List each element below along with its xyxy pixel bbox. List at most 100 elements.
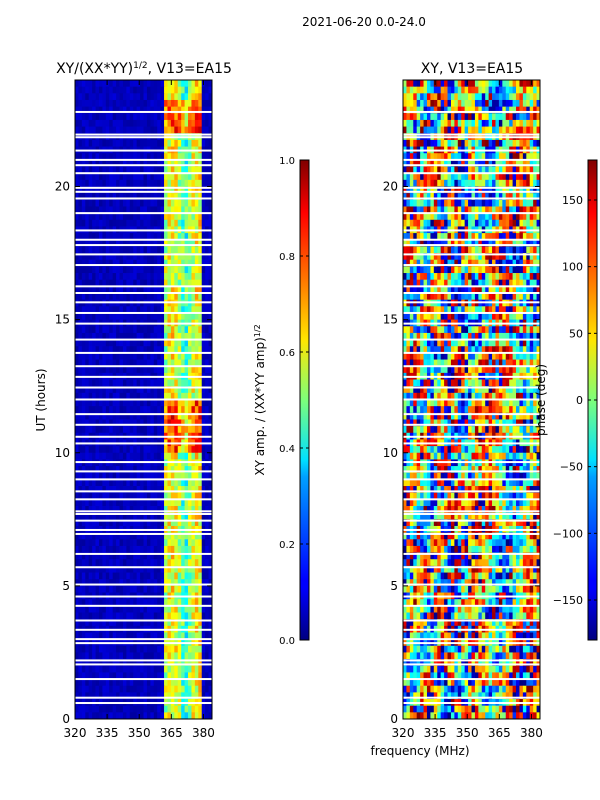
heatmap-cell bbox=[181, 645, 185, 653]
heatmap-cell bbox=[95, 712, 100, 719]
heatmap-cell bbox=[119, 80, 124, 88]
heatmap-cell bbox=[181, 279, 185, 287]
heatmap-cell bbox=[75, 492, 79, 500]
heatmap-cell bbox=[406, 246, 411, 254]
heatmap-cell bbox=[105, 452, 110, 460]
flagged-row bbox=[75, 365, 212, 368]
heatmap-cell bbox=[413, 93, 418, 101]
heatmap-cell bbox=[153, 346, 158, 354]
heatmap-cell bbox=[488, 219, 493, 227]
heatmap-cell bbox=[119, 545, 124, 553]
heatmap-cell bbox=[116, 332, 120, 340]
heatmap-cell bbox=[444, 106, 448, 114]
heatmap-cell bbox=[150, 466, 155, 474]
heatmap-cell bbox=[502, 199, 507, 207]
heatmap-cell bbox=[174, 259, 179, 267]
heatmap-cell bbox=[143, 359, 148, 367]
heatmap-cell bbox=[170, 559, 175, 567]
heatmap-cell bbox=[116, 386, 120, 394]
heatmap-cell bbox=[433, 193, 438, 201]
heatmap-cell bbox=[160, 246, 165, 254]
heatmap-cell bbox=[529, 213, 534, 221]
heatmap-cell bbox=[208, 512, 212, 520]
heatmap-cell bbox=[78, 386, 83, 394]
heatmap-cell bbox=[88, 359, 93, 367]
heatmap-cell bbox=[181, 119, 185, 127]
heatmap-cell bbox=[184, 612, 189, 620]
heatmap-cell bbox=[109, 619, 114, 627]
heatmap-cell bbox=[170, 612, 175, 620]
heatmap-cell bbox=[208, 273, 212, 281]
heatmap-cell bbox=[509, 166, 513, 174]
heatmap-cell bbox=[150, 286, 155, 294]
heatmap-cell bbox=[95, 672, 100, 680]
heatmap-cell bbox=[119, 679, 124, 687]
heatmap-cell bbox=[177, 306, 182, 314]
heatmap-cell bbox=[498, 233, 503, 241]
heatmap-cell bbox=[471, 233, 476, 241]
heatmap-cell bbox=[533, 86, 537, 94]
heatmap-cell bbox=[75, 486, 79, 494]
heatmap-cell bbox=[403, 126, 407, 134]
heatmap-cell bbox=[81, 366, 86, 374]
heatmap-cell bbox=[146, 99, 151, 108]
heatmap-cell bbox=[92, 512, 96, 520]
heatmap-cell bbox=[444, 159, 448, 167]
heatmap-cell bbox=[505, 126, 510, 134]
heatmap-cell bbox=[85, 579, 90, 587]
heatmap-cell bbox=[109, 406, 114, 414]
heatmap-cell bbox=[140, 446, 144, 454]
heatmap-cell bbox=[205, 219, 209, 227]
heatmap-cell bbox=[136, 119, 141, 127]
heatmap-cell bbox=[116, 219, 120, 227]
heatmap-cell bbox=[430, 206, 435, 214]
heatmap-cell bbox=[78, 545, 83, 553]
heatmap-cell bbox=[157, 199, 162, 207]
heatmap-cell bbox=[423, 246, 428, 254]
heatmap-cell bbox=[146, 239, 151, 247]
heatmap-cell bbox=[533, 206, 537, 214]
heatmap-cell bbox=[416, 153, 421, 161]
heatmap-cell bbox=[208, 359, 212, 367]
heatmap-cell bbox=[474, 119, 479, 127]
heatmap-cell bbox=[136, 159, 141, 167]
heatmap-cell bbox=[403, 159, 407, 167]
heatmap-cell bbox=[102, 346, 107, 354]
heatmap-cell bbox=[129, 479, 134, 487]
heatmap-cell bbox=[153, 86, 158, 94]
heatmap-cell bbox=[468, 193, 472, 201]
heatmap-cell bbox=[116, 139, 120, 147]
heatmap-cell bbox=[208, 486, 212, 494]
heatmap-cell bbox=[85, 213, 90, 221]
heatmap-cell bbox=[112, 512, 117, 520]
heatmap-cell bbox=[133, 266, 138, 274]
heatmap-cell bbox=[198, 486, 203, 494]
heatmap-cell bbox=[440, 199, 445, 207]
heatmap-cell bbox=[81, 559, 86, 567]
heatmap-cell bbox=[150, 332, 155, 340]
heatmap-cell bbox=[112, 153, 117, 161]
heatmap-cell bbox=[157, 712, 162, 719]
heatmap-cell bbox=[126, 119, 131, 127]
heatmap-cell bbox=[143, 366, 148, 374]
heatmap-cell bbox=[133, 499, 138, 507]
heatmap-cell bbox=[102, 239, 107, 247]
heatmap-cell bbox=[153, 599, 158, 607]
heatmap-cell bbox=[150, 565, 155, 573]
heatmap-cell bbox=[133, 612, 138, 620]
heatmap-cell bbox=[143, 605, 148, 613]
heatmap-cell bbox=[191, 599, 196, 607]
heatmap-cell bbox=[170, 119, 175, 127]
heatmap-cell bbox=[426, 126, 431, 134]
heatmap-cell bbox=[75, 113, 79, 121]
heatmap-cell bbox=[440, 219, 445, 227]
heatmap-cell bbox=[150, 399, 155, 407]
heatmap-cell bbox=[81, 266, 86, 274]
heatmap-cell bbox=[167, 153, 172, 161]
heatmap-cell bbox=[194, 585, 199, 593]
heatmap-cell bbox=[516, 119, 520, 127]
heatmap-cell bbox=[81, 672, 86, 680]
heatmap-cell bbox=[102, 545, 107, 553]
heatmap-cell bbox=[170, 426, 175, 434]
heatmap-cell bbox=[450, 106, 455, 114]
